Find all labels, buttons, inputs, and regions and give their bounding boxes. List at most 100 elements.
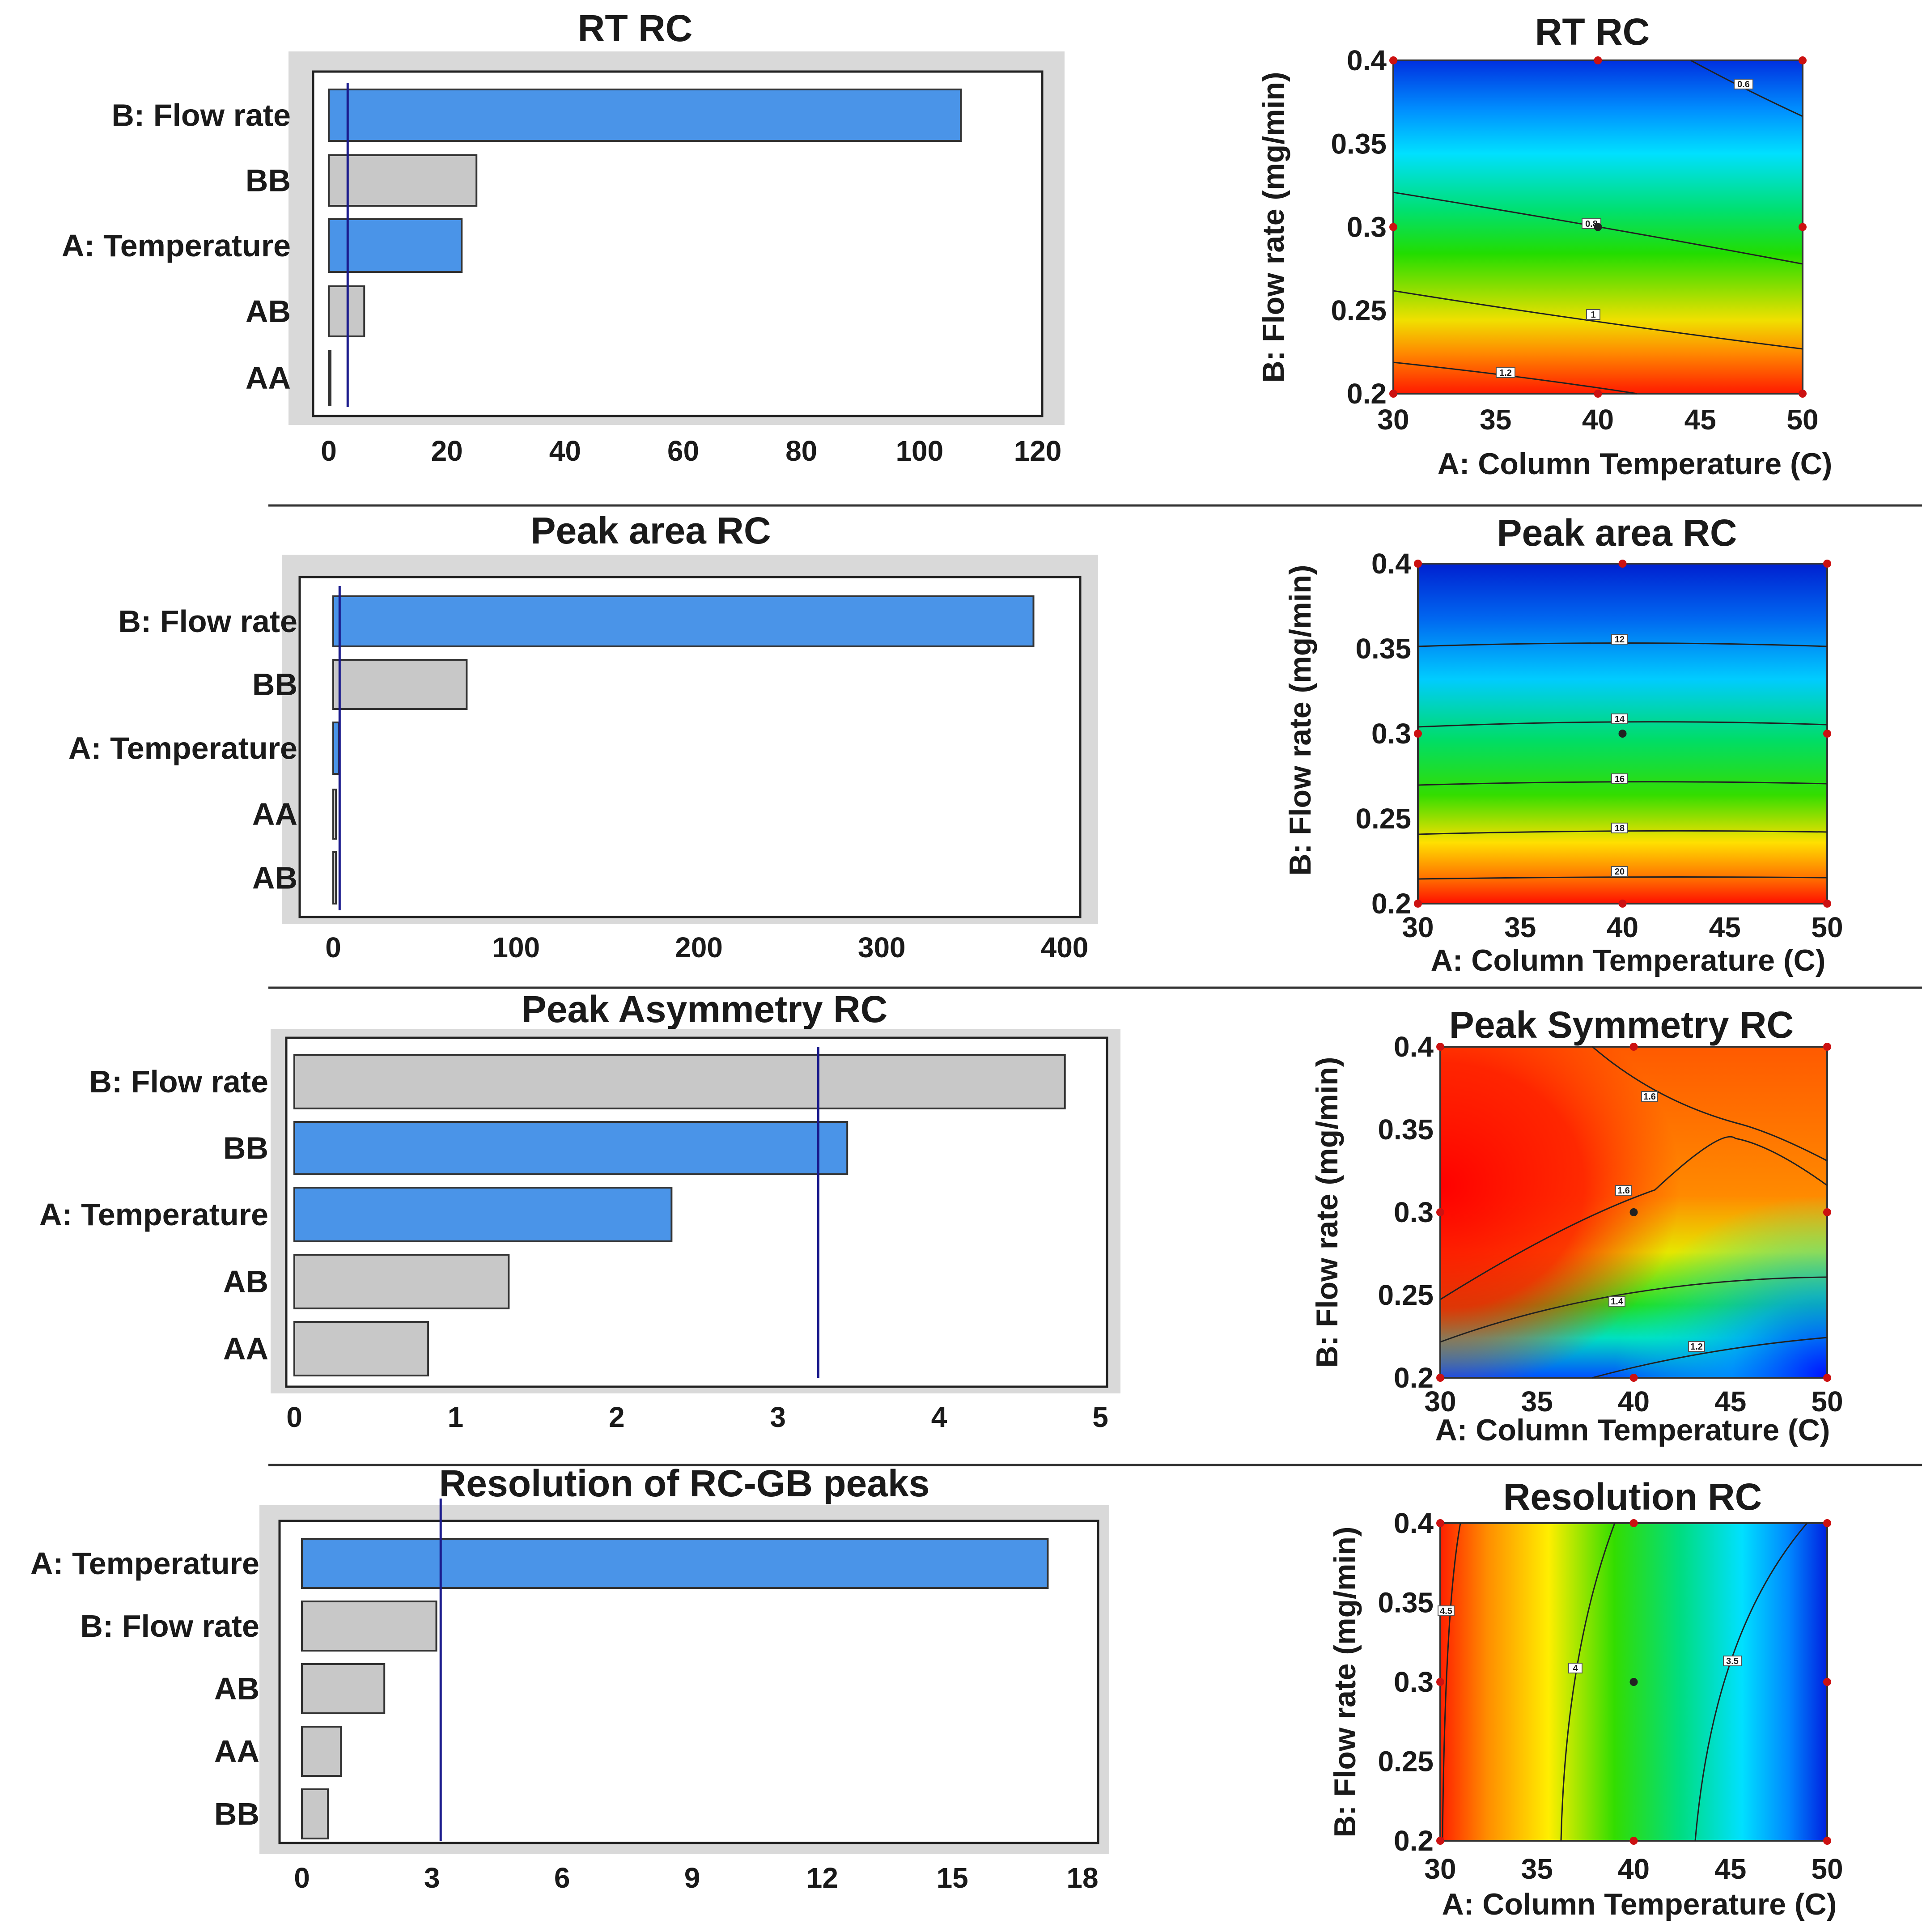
y-tick-label: 0.3	[1394, 1666, 1434, 1698]
pareto-bar	[293, 1254, 510, 1309]
contour-label: 16	[1615, 774, 1625, 784]
contour-label-box	[1611, 866, 1628, 877]
x-tick-label: 6	[554, 1862, 570, 1894]
design-point	[1389, 56, 1397, 64]
y-tick-label: 0.3	[1371, 718, 1411, 750]
pareto-resolution-rc-gb: Resolution of RC-GB peaks A: Temperature…	[30, 1462, 1109, 1894]
y-tick-label: 0.35	[1378, 1587, 1434, 1619]
x-tick-label: 30	[1402, 911, 1434, 943]
y-tick-label: 0.25	[1378, 1279, 1434, 1311]
contour-label-box	[1496, 367, 1515, 378]
design-point	[1629, 1678, 1638, 1686]
pareto-bar	[293, 1321, 429, 1376]
contour-label-box	[1608, 1296, 1625, 1307]
contour-label: 1	[1591, 310, 1595, 320]
pareto-peak-area-rc: Peak area RC B: Flow rate BB A: Temperatur…	[68, 510, 1098, 964]
design-point	[1389, 390, 1397, 398]
contour-label-box	[1586, 309, 1600, 320]
x-tick-label: 0	[286, 1401, 302, 1433]
x-tick-label: 5	[1092, 1401, 1108, 1433]
contour-label-box	[1611, 823, 1628, 833]
y-tick-label: 0.25	[1331, 294, 1387, 327]
design-point	[1594, 223, 1602, 231]
category-label: BB	[214, 1796, 259, 1831]
y-tick-label: 0.3	[1394, 1196, 1434, 1228]
design-point	[1823, 900, 1831, 908]
x-tick-label: 40	[1618, 1853, 1650, 1885]
y-tick-label: 0.4	[1347, 44, 1387, 76]
x-tick-label: 0	[294, 1862, 310, 1894]
category-label: AA	[252, 797, 297, 832]
design-point	[1436, 1519, 1444, 1527]
x-tick-label: 200	[675, 931, 723, 964]
contour-label-box	[1641, 1091, 1658, 1102]
x-tick-label: 0	[325, 931, 341, 964]
x-tick-label: 100	[895, 435, 943, 467]
design-point	[1414, 900, 1422, 908]
y-axis-label: B: Flow rate (mg/min)	[1310, 1057, 1344, 1367]
design-point	[1618, 730, 1627, 738]
y-tick-label: 0.2	[1394, 1362, 1434, 1394]
design-point	[1594, 56, 1602, 64]
contour-label: 1.2	[1690, 1342, 1703, 1352]
category-label: A: Temperature	[39, 1197, 268, 1232]
category-label: B: Flow rate	[80, 1609, 259, 1643]
x-tick-label: 60	[667, 435, 699, 467]
x-axis-label: A: Column Temperature (C)	[1431, 943, 1826, 977]
design-point	[1629, 1519, 1638, 1527]
contour-title: Resolution RC	[1503, 1476, 1762, 1518]
x-tick-label: 35	[1504, 911, 1536, 943]
y-tick-label: 0.4	[1394, 1031, 1434, 1063]
contour-label: 4.5	[1440, 1606, 1452, 1616]
y-tick-label: 0.4	[1371, 548, 1411, 580]
design-point	[1823, 730, 1831, 738]
contour-resolution-rc: Resolution RC 4.5 4 3.5 30 35 40 45 50 0.2 0.…	[1328, 1476, 1843, 1921]
x-tick-label: 4	[931, 1401, 947, 1433]
design-point	[1799, 56, 1807, 64]
design-point	[1618, 900, 1627, 908]
category-label: B: Flow rate	[111, 98, 291, 133]
x-tick-label: 120	[1014, 435, 1062, 467]
contour-title: Peak area RC	[1497, 512, 1737, 554]
design-point	[1414, 560, 1422, 568]
contour-rt-rc: RT RC 0.6 0.8 1 1.2 30 35 40 45 50 0.20.250.…	[1256, 11, 1832, 481]
x-tick-label: 50	[1811, 1853, 1843, 1885]
pareto-title: Peak Asymmetry RC	[522, 988, 888, 1030]
x-tick-label: 45	[1714, 1385, 1746, 1418]
contour-label: 20	[1615, 867, 1625, 877]
x-tick-label: 30	[1377, 403, 1409, 436]
y-tick-label: 0.2	[1394, 1825, 1434, 1857]
contour-label: 1.2	[1499, 368, 1512, 378]
pareto-peak-asymmetry-rc: Peak Asymmetry RC B: Flow rate BB A: Tempe…	[39, 988, 1120, 1433]
design-point	[1799, 223, 1807, 231]
pareto-bar	[293, 1054, 1066, 1109]
contour-label: 4	[1573, 1664, 1578, 1673]
pareto-bar	[301, 1538, 1049, 1589]
pareto-title: Resolution of RC-GB peaks	[439, 1462, 930, 1504]
x-tick-label: 15	[937, 1862, 968, 1894]
pareto-bar	[328, 285, 365, 337]
design-point	[1436, 1837, 1444, 1845]
contour-peak-symmetry-rc: Peak Symmetry RC 1.6 1.6 1.4 1.2 30 35 40 4…	[1310, 1004, 1843, 1447]
x-tick-label: 40	[1618, 1385, 1650, 1418]
category-label: BB	[252, 667, 297, 702]
design-point	[1799, 390, 1807, 398]
x-tick-label: 40	[549, 435, 581, 467]
contour-label-box	[1611, 773, 1628, 784]
design-point	[1823, 560, 1831, 568]
contour-label: 12	[1615, 635, 1625, 645]
x-tick-label: 30	[1424, 1853, 1456, 1885]
x-tick-label: 3	[424, 1862, 440, 1894]
design-point	[1629, 1837, 1638, 1845]
category-label: AA	[246, 361, 291, 395]
design-point	[1823, 1837, 1831, 1845]
pareto-rt-rc: RT RC B: Flow rate BB A: Temperature AB AA 0…	[62, 7, 1065, 467]
x-tick-label: 35	[1521, 1853, 1553, 1885]
x-tick-label: 12	[806, 1862, 838, 1894]
x-tick-label: 100	[492, 931, 540, 964]
x-tick-label: 300	[858, 931, 906, 964]
pareto-bar	[301, 1726, 342, 1777]
contour-label-box	[1611, 634, 1628, 645]
y-tick-label: 0.2	[1371, 887, 1411, 920]
contour-label: 1.6	[1617, 1186, 1630, 1196]
